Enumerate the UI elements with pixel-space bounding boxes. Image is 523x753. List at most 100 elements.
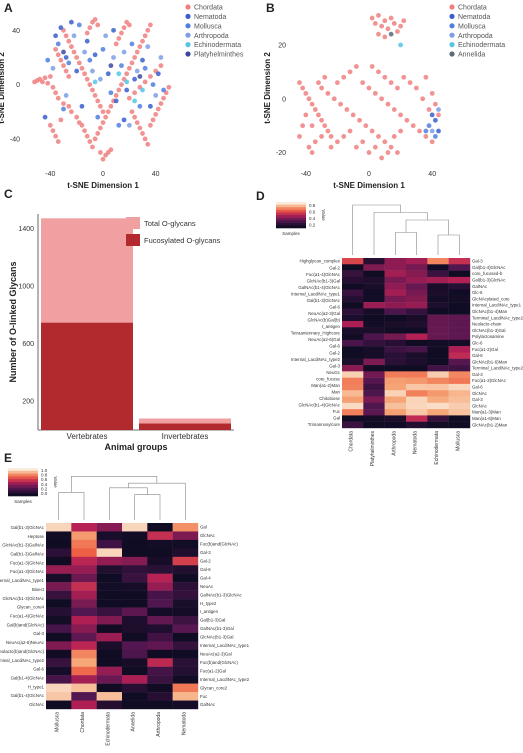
heatmap-cell <box>363 371 385 378</box>
data-point <box>66 60 72 66</box>
heatmap-cell <box>363 352 385 359</box>
data-point <box>74 68 80 74</box>
row-label-right: Fuc <box>200 694 208 699</box>
row-label-right: Polylactosamine <box>472 334 505 339</box>
row-label-left: GalNAc(b1-4)GlcNAc <box>298 285 341 290</box>
heatmap-cell <box>172 607 199 617</box>
column-label: Nematoda <box>413 431 419 454</box>
heatmap-cell <box>363 358 385 366</box>
data-point <box>90 68 95 74</box>
heatmap-cell <box>96 683 123 693</box>
heatmap-cell <box>71 692 97 701</box>
heatmap-cell <box>363 302 385 309</box>
heatmap-cell <box>122 573 148 583</box>
data-point <box>148 103 153 109</box>
heatmap-cell <box>342 327 364 334</box>
row-label-left: Highglycan_complex <box>299 259 340 264</box>
data-point <box>92 136 98 142</box>
heatmap-cell <box>342 365 364 372</box>
row-label-left: GlcNAc(b1-3)GlcNAc <box>3 596 45 601</box>
row-label-right: NeuAc <box>200 584 214 589</box>
row-label-right: Gal-6 <box>472 385 483 390</box>
data-point <box>395 150 400 155</box>
heatmap-cell <box>363 365 385 372</box>
data-point <box>429 139 435 145</box>
heatmap-cell <box>46 675 72 684</box>
row-label-right: GlcNAc <box>472 391 488 396</box>
data-point <box>322 123 328 129</box>
data-point <box>398 128 403 134</box>
heatmap-cell <box>147 556 173 566</box>
data-point <box>366 150 372 155</box>
heatmap-cell <box>122 556 148 566</box>
data-point <box>63 93 69 98</box>
heatmap-cell <box>342 383 364 391</box>
heatmap-cell <box>427 371 449 378</box>
heatmap-cell <box>96 700 123 710</box>
data-point <box>426 107 432 112</box>
row-label-left: Gal-3 <box>329 363 340 368</box>
data-point <box>303 112 309 118</box>
heatmap-cell <box>342 264 364 271</box>
data-point <box>379 96 385 102</box>
data-point <box>436 112 441 118</box>
heatmap-cell <box>342 276 364 284</box>
row-label-right: Fuc(a1-2)Gal <box>200 668 226 673</box>
heatmap-cell <box>172 616 199 625</box>
heatmap-cell <box>363 289 385 296</box>
data-point <box>50 65 56 71</box>
row-label-left: GlcNAc(b)Gal(b) <box>308 318 341 323</box>
data-point <box>372 144 378 150</box>
y-tick-label: 1000 <box>18 284 34 291</box>
row-label-right: Glycan_core2 <box>200 685 228 690</box>
data-point <box>150 82 156 88</box>
panel-a-scatter: -40 0 40 40 0 -40 t-SNE Dimension 1 t-SNE Dimen… <box>0 4 244 190</box>
heatmap-cell <box>427 358 449 366</box>
legend-entry: Echinodermata <box>458 42 505 49</box>
data-point <box>74 114 80 120</box>
data-point <box>137 103 143 109</box>
heatmap-cell <box>147 523 173 532</box>
heatmap-cell <box>406 377 428 385</box>
y-tick-label: 0 <box>16 82 20 89</box>
data-point <box>126 22 132 28</box>
data-point <box>385 101 391 107</box>
data-point <box>369 15 375 21</box>
data-point <box>79 65 85 71</box>
colorbar-title: Value <box>321 209 326 221</box>
heatmap-cell <box>122 683 148 693</box>
heatmap-cell <box>96 641 123 651</box>
data-point <box>53 90 58 96</box>
legend-entry: Nematoda <box>194 14 226 21</box>
heatmap-cell <box>427 283 449 290</box>
heatmap-cell <box>71 616 97 625</box>
data-point <box>119 30 124 36</box>
row-label-right: Gal(b1-4)GlcNAc <box>472 265 506 270</box>
heatmap-cell <box>71 531 97 541</box>
heatmap-cell <box>384 258 407 265</box>
heatmap-cell <box>363 276 385 284</box>
x-tick-label: Vertebrates <box>67 432 108 441</box>
column-label: Echinodermata <box>434 431 440 465</box>
data-point <box>137 74 143 79</box>
data-point <box>134 68 140 74</box>
data-point <box>87 139 93 144</box>
data-point <box>335 80 340 86</box>
data-point <box>132 76 138 82</box>
x-tick-label: Invertebrates <box>162 432 209 441</box>
bar-fucosylated-invertebrates <box>139 423 231 430</box>
heatmap-cell <box>406 390 428 397</box>
data-point <box>90 87 95 93</box>
heatmap-cell <box>71 548 97 558</box>
heatmap-cell <box>71 607 97 617</box>
row-label-right: Neolacto-chain <box>472 322 502 327</box>
data-point <box>388 144 394 150</box>
data-point <box>309 150 315 155</box>
heatmap-cell <box>363 327 385 334</box>
data-point <box>335 139 340 145</box>
data-point <box>103 33 109 39</box>
data-point <box>61 106 66 112</box>
legend-entry: Mollusca <box>458 23 486 30</box>
heatmap-cell <box>448 390 471 397</box>
data-point <box>395 29 400 34</box>
